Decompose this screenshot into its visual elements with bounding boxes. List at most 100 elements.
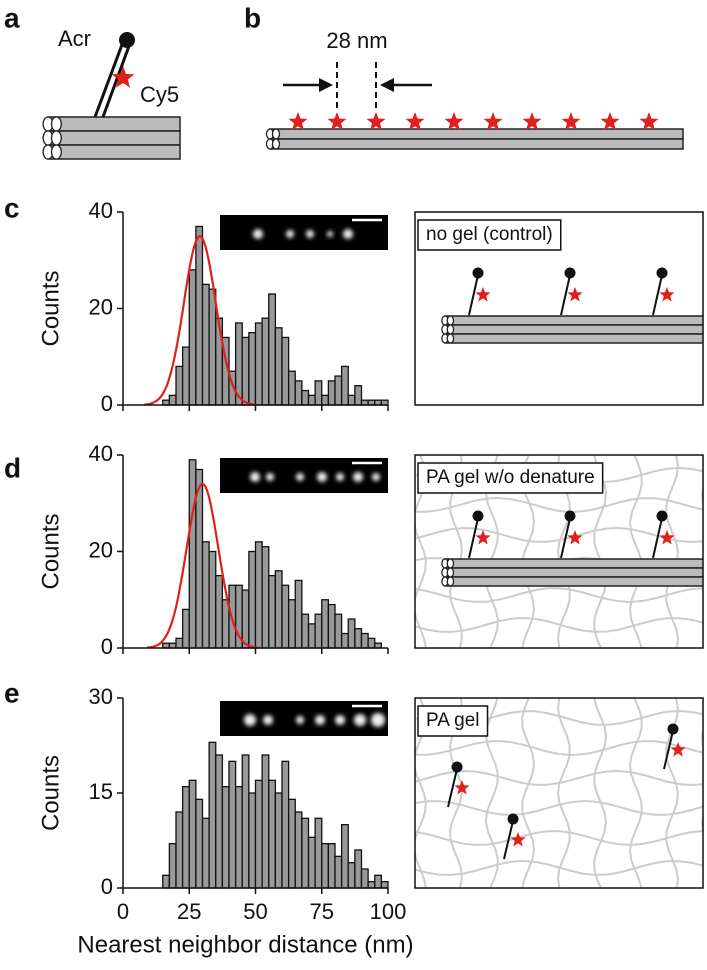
dye-star [670, 742, 686, 757]
bar [301, 613, 310, 649]
helix-end [446, 333, 455, 344]
acrydite [667, 723, 679, 735]
spot [296, 716, 304, 724]
dye-star [639, 112, 659, 131]
bar [268, 574, 277, 649]
dna-helix [444, 324, 703, 335]
dye-star [600, 112, 620, 131]
bar [188, 779, 197, 889]
x-tick-label: 50 [243, 899, 267, 924]
linker [560, 517, 571, 559]
spot [317, 472, 327, 482]
label-box [417, 462, 604, 494]
bar [367, 881, 376, 889]
y-tick-label: 0 [101, 634, 113, 659]
bar [254, 779, 263, 889]
acrydite [472, 510, 484, 522]
fit-curve [146, 482, 259, 649]
acrydite [451, 761, 463, 773]
bar [314, 613, 323, 649]
bar [248, 792, 257, 889]
dye-star [475, 530, 491, 545]
bar [274, 327, 283, 406]
bar [181, 346, 190, 406]
gel-strand [415, 739, 703, 757]
panel-letter: e [4, 677, 20, 708]
linker [663, 730, 674, 770]
bar [294, 380, 303, 406]
dye-star [444, 112, 464, 131]
spot [296, 473, 304, 481]
gel-strand [628, 698, 643, 888]
dna-helix [47, 116, 181, 132]
spot [244, 714, 256, 726]
y-tick-label: 0 [101, 874, 113, 899]
acrydite [119, 32, 135, 48]
bar [175, 811, 184, 889]
dye-star [522, 112, 542, 131]
acrydite [472, 267, 484, 279]
schematic-frame [414, 211, 704, 406]
helix-end [271, 138, 281, 150]
schematic-panel [415, 455, 703, 648]
linker-label: Acr [58, 26, 91, 51]
linker [447, 768, 458, 808]
bar [347, 394, 356, 406]
bar [241, 336, 250, 406]
dye-star [288, 112, 308, 131]
bar [321, 394, 330, 406]
bar [221, 786, 230, 889]
bar [354, 849, 363, 889]
dye-star [561, 112, 581, 131]
bar [274, 792, 283, 889]
bar [261, 317, 270, 406]
y-axis-label: Counts [37, 755, 64, 831]
bar [360, 868, 369, 889]
x-tick-label: 100 [370, 899, 407, 924]
bar [380, 881, 389, 889]
label-box [417, 705, 489, 737]
bar [248, 550, 257, 649]
gel-strand [665, 455, 680, 648]
gel-strand [479, 646, 656, 648]
gel-strand [415, 587, 703, 604]
dna-helix [444, 333, 703, 344]
helix-end [446, 576, 455, 587]
dye-star [366, 112, 386, 131]
dna-helix [47, 130, 181, 146]
helix-end [446, 567, 455, 578]
panel-letter: c [4, 192, 20, 223]
gel-strand [415, 859, 703, 876]
gel-strand [415, 891, 703, 905]
y-tick-label: 20 [89, 294, 113, 319]
dna-helix [47, 144, 181, 160]
bar [201, 283, 210, 406]
bar [347, 862, 356, 889]
gel-strand [556, 698, 571, 888]
bar [254, 541, 263, 649]
spot [263, 715, 273, 725]
gel-strand [415, 496, 703, 514]
bar [208, 288, 217, 406]
gel-strand [593, 455, 608, 648]
arrowhead [380, 78, 394, 92]
x-tick-label: 75 [310, 899, 334, 924]
bar [228, 760, 237, 889]
bar [215, 754, 224, 889]
bar [334, 855, 343, 889]
bar [307, 394, 316, 406]
spot [371, 713, 385, 727]
bar [168, 394, 177, 406]
bar [294, 579, 303, 649]
bar [294, 811, 303, 889]
dna-helix [269, 138, 684, 150]
bar [241, 754, 250, 889]
gel-strand [521, 698, 536, 888]
y-axis-label: Counts [37, 270, 64, 346]
bar [327, 843, 336, 889]
bar [175, 637, 184, 649]
bar [327, 380, 336, 406]
bar [234, 786, 243, 889]
bar [201, 541, 210, 649]
